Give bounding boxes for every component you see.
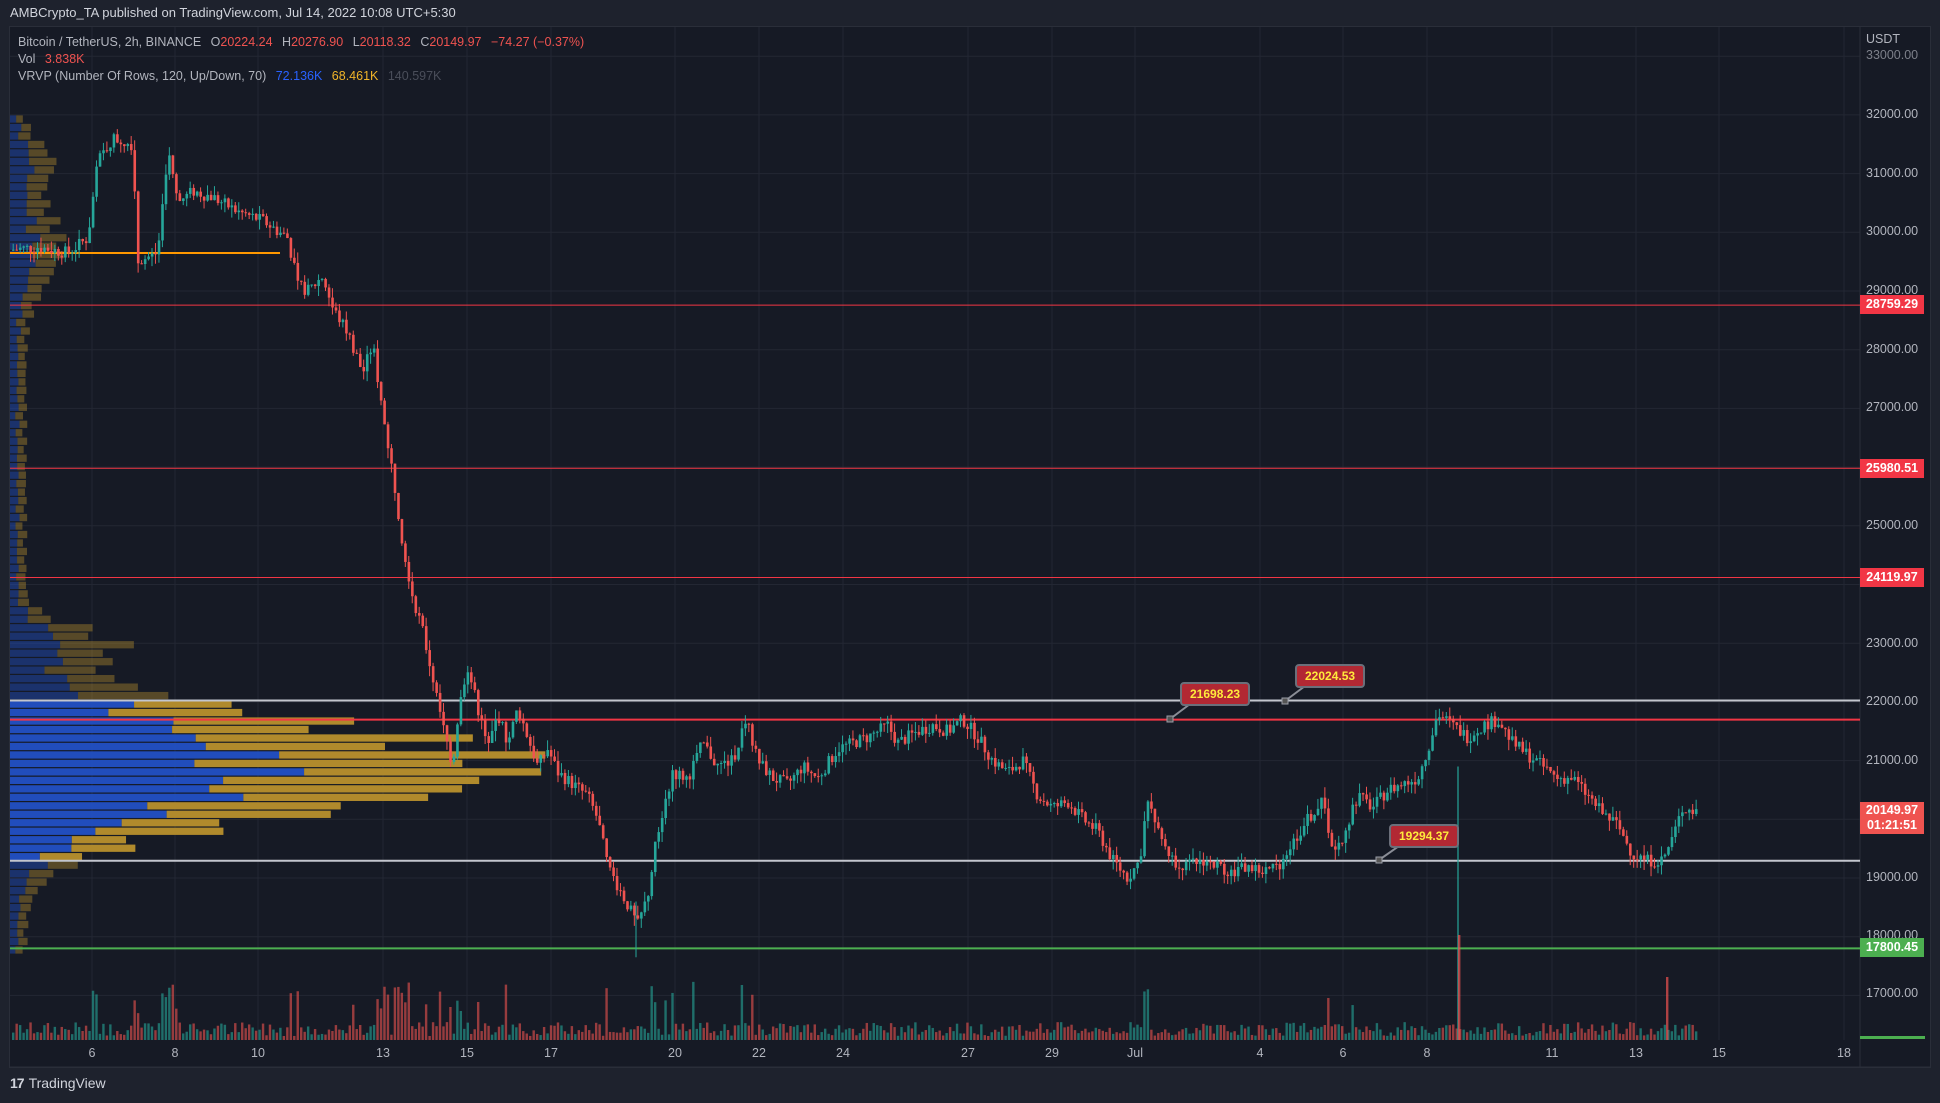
price-tick: 31000.00 (1866, 166, 1919, 180)
date-tick: 4 (1256, 1046, 1264, 1060)
price-tick: 27000.00 (1866, 400, 1919, 414)
date-tick: 15 (1712, 1046, 1726, 1060)
price-tick: 33000.00 (1866, 48, 1919, 62)
volume-row: Vol 3.838K (18, 51, 584, 68)
close-label: C (420, 35, 430, 49)
price-tick: 28000.00 (1866, 342, 1919, 356)
date-tick: 18 (1837, 1046, 1851, 1060)
vrvp-up-value: 72.136K (275, 69, 323, 83)
price-tick: 17000.00 (1866, 986, 1919, 1000)
level-tag-24119: 24119.97 (1860, 568, 1924, 587)
date-tick: 10 (251, 1046, 265, 1060)
low-label: L (352, 35, 360, 49)
high-value: 20276.90 (291, 35, 344, 49)
vrvp-row: VRVP (Number Of Rows, 120, Up/Down, 70) … (18, 68, 584, 85)
level-tag-17800: 17800.45 (1860, 938, 1924, 957)
price-tick: 25000.00 (1866, 518, 1919, 532)
date-tick: 6 (88, 1046, 96, 1060)
date-tick: 17 (544, 1046, 558, 1060)
low-value: 20118.32 (359, 35, 411, 49)
date-tick: 11 (1545, 1046, 1559, 1060)
symbol-title[interactable]: Bitcoin / TetherUS, 2h, BINANCE (18, 35, 202, 49)
date-tick: 24 (836, 1046, 850, 1060)
publisher-text: AMBCrypto_TA published on TradingView.co… (10, 5, 456, 20)
date-tick: 13 (1629, 1046, 1643, 1060)
countdown-timer: 01:21:51 (1866, 818, 1918, 832)
date-tick: 20 (668, 1046, 682, 1060)
axis-currency: USDT (1866, 32, 1901, 46)
date-tick: Jul (1127, 1046, 1143, 1060)
last-price-value: 20149.97 (1865, 803, 1919, 817)
publisher-bar: AMBCrypto_TA published on TradingView.co… (0, 0, 1940, 26)
vrvp-total-value: 140.597K (387, 69, 442, 83)
chart-legend: Bitcoin / TetherUS, 2h, BINANCE O20224.2… (18, 34, 584, 85)
close-value: 20149.97 (429, 35, 482, 49)
callout-22024[interactable]: 22024.53 (1295, 664, 1366, 688)
tradingview-logo[interactable]: 17 TradingView (10, 1075, 106, 1091)
tradingview-logo-icon: 17 (10, 1075, 25, 1091)
level-tag-25980: 25980.51 (1860, 459, 1924, 478)
date-tick: 8 (1423, 1046, 1431, 1060)
date-tick: 27 (961, 1046, 975, 1060)
volume-value: 3.838K (44, 52, 85, 66)
price-tick: 32000.00 (1866, 107, 1919, 121)
open-label: O (210, 35, 221, 49)
date-tick: 6 (1339, 1046, 1347, 1060)
date-tick: 29 (1045, 1046, 1059, 1060)
price-tick: 21000.00 (1866, 753, 1919, 767)
price-tick: 22000.00 (1866, 694, 1919, 708)
price-tick: 23000.00 (1866, 636, 1919, 650)
open-value: 20224.24 (220, 35, 273, 49)
date-tick: 22 (752, 1046, 766, 1060)
vrvp-label[interactable]: VRVP (Number Of Rows, 120, Up/Down, 70) (18, 69, 267, 83)
ohlc-row: Bitcoin / TetherUS, 2h, BINANCE O20224.2… (18, 34, 584, 51)
tradingview-brand: TradingView (28, 1075, 106, 1091)
chart-panel[interactable] (9, 26, 1931, 1068)
callout-19294[interactable]: 19294.37 (1389, 824, 1460, 848)
high-label: H (282, 35, 292, 49)
change-value: −74.27 (−0.37%) (491, 35, 585, 49)
volume-label[interactable]: Vol (18, 52, 36, 66)
last-price-tag: 20149.97 01:21:51 (1860, 802, 1924, 834)
price-tick: 19000.00 (1866, 870, 1919, 884)
date-tick: 13 (376, 1046, 390, 1060)
price-tick: 30000.00 (1866, 224, 1919, 238)
date-tick: 8 (171, 1046, 179, 1060)
price-tick: 29000.00 (1866, 283, 1919, 297)
callout-21698[interactable]: 21698.23 (1180, 682, 1251, 706)
vrvp-down-value: 68.461K (331, 69, 379, 83)
date-tick: 15 (460, 1046, 474, 1060)
level-tag-28759: 28759.29 (1860, 295, 1924, 314)
